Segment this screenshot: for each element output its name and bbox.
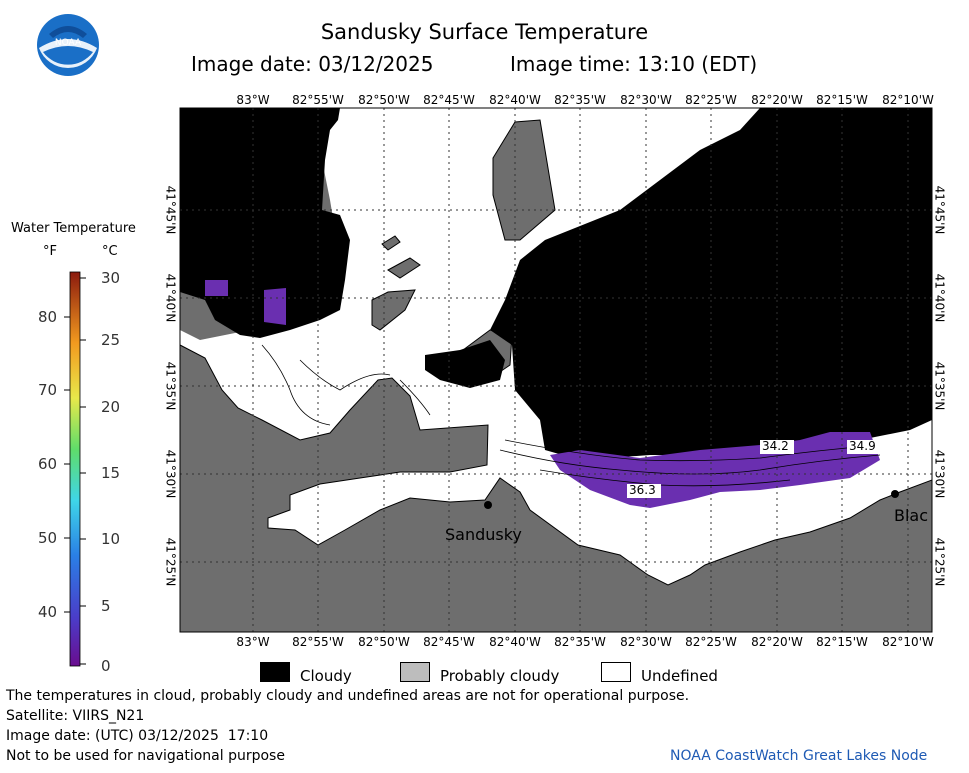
lon-label: 82°10'W: [882, 635, 934, 649]
colorbar-f-tick: 70: [38, 381, 58, 399]
lon-label: 82°55'W: [292, 93, 344, 107]
lat-label: 41°45'N: [932, 185, 947, 235]
footer-disclaimer: The temperatures in cloud, probably clou…: [6, 688, 690, 704]
lon-label: 82°20'W: [751, 93, 803, 107]
footer-credit: NOAA CoastWatch Great Lakes Node: [670, 748, 928, 764]
colorbar-c-tick: 15: [101, 464, 121, 482]
lon-label: 82°35'W: [554, 93, 606, 107]
lon-label: 82°25'W: [685, 635, 737, 649]
lat-label: 41°40'N: [932, 273, 947, 323]
key-swatch-cloudy: [260, 662, 290, 682]
footer-satellite: Satellite: VIIRS_N21: [6, 708, 145, 724]
lat-label: 41°30'N: [163, 449, 178, 499]
lon-label: 83°W: [236, 93, 270, 107]
lon-label: 82°35'W: [554, 635, 606, 649]
lon-label: 82°50'W: [358, 93, 410, 107]
city-label-sandusky: Sandusky: [445, 525, 522, 544]
noaa-logo: NOAA: [37, 14, 99, 76]
lon-label: 82°45'W: [423, 93, 475, 107]
cloud-strip: [425, 340, 505, 388]
footer-utc-date: Image date: (UTC) 03/12/2025 17:10: [6, 728, 269, 744]
island-4: [381, 235, 401, 251]
colorbar-f-tick: 50: [38, 529, 58, 547]
lon-label: 82°45'W: [423, 635, 475, 649]
colorbar-f-tick: 80: [38, 308, 58, 326]
colorbar-c-tick: 30: [101, 269, 121, 287]
lat-label: 41°35'N: [932, 361, 947, 411]
lon-label: 83°W: [236, 635, 270, 649]
blac-dot: [891, 490, 899, 498]
key-swatch-undefined: [601, 662, 631, 682]
lon-label: 82°20'W: [751, 635, 803, 649]
footer-nav-warning: Not to be used for navigational purpose: [6, 748, 285, 764]
lon-label: 82°30'W: [620, 93, 672, 107]
image-date: Image date: 03/12/2025: [191, 52, 434, 76]
island-1: [492, 119, 556, 241]
key-label-probably-cloudy: Probably cloudy: [440, 667, 560, 685]
cold-water-spot-2: [264, 288, 286, 325]
image-time: Image time: 13:10 (EDT): [510, 52, 758, 76]
colorbar-title: Water Temperature: [11, 221, 136, 236]
lon-label: 82°10'W: [882, 93, 934, 107]
land-south: [180, 344, 932, 632]
temp-label: 36.3: [629, 483, 656, 497]
page-title: Sandusky Surface Temperature: [320, 20, 649, 44]
cold-water-spot-1: [205, 280, 228, 296]
lon-label: 82°40'W: [489, 635, 541, 649]
colorbar-c-tick: 10: [101, 530, 121, 548]
lat-label: 41°45'N: [163, 185, 178, 235]
colorbar-c-tick: 25: [101, 331, 121, 349]
lat-label: 41°25'N: [932, 537, 947, 587]
lon-label: 82°50'W: [358, 635, 410, 649]
colorbar-unit-f: °F: [43, 244, 57, 259]
colorbar: [64, 271, 86, 667]
lat-label: 41°35'N: [163, 361, 178, 411]
lat-label: 41°25'N: [163, 537, 178, 587]
key-swatch-probably-cloudy: [400, 662, 430, 682]
key-label-cloudy: Cloudy: [300, 667, 352, 685]
lon-label: 82°30'W: [620, 635, 672, 649]
colorbar-f-tick: 40: [38, 603, 58, 621]
lon-label: 82°55'W: [292, 635, 344, 649]
lon-label: 82°15'W: [816, 635, 868, 649]
colorbar-c-tick: 0: [101, 657, 111, 675]
key-label-undefined: Undefined: [641, 667, 718, 685]
lon-label: 82°25'W: [685, 93, 737, 107]
island-2: [371, 289, 416, 331]
lon-label: 82°15'W: [816, 93, 868, 107]
temp-label: 34.9: [849, 439, 876, 453]
colorbar-f-tick: 60: [38, 455, 58, 473]
temp-label: 34.2: [762, 439, 789, 453]
lon-label: 82°40'W: [489, 93, 541, 107]
colorbar-c-tick: 20: [101, 398, 121, 416]
logo-text: NOAA: [55, 38, 82, 48]
colorbar-c-tick: 5: [101, 597, 111, 615]
lat-label: 41°40'N: [163, 273, 178, 323]
lat-label: 41°30'N: [932, 449, 947, 499]
colorbar-unit-c: °C: [102, 244, 118, 259]
sandusky-dot: [484, 501, 492, 509]
island-3: [387, 257, 421, 279]
city-label-blac: Blac: [894, 506, 929, 525]
